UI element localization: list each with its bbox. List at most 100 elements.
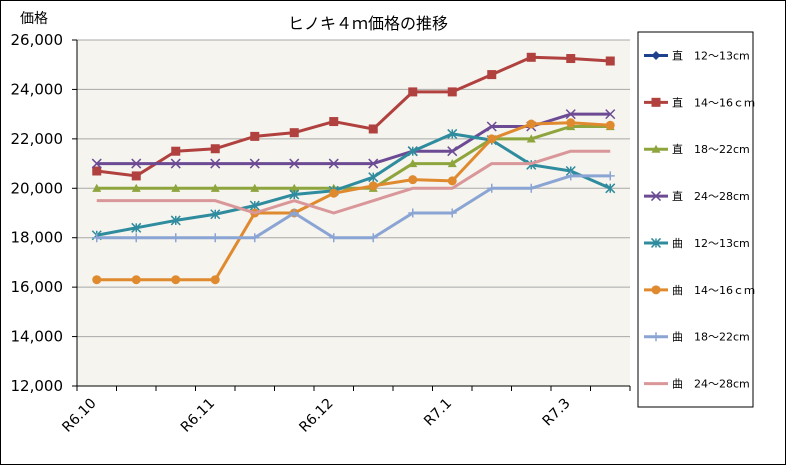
data-point xyxy=(289,128,299,138)
x-tick-label: R7.3 xyxy=(540,396,574,430)
series-line xyxy=(96,149,611,215)
legend-box xyxy=(637,31,754,408)
data-point xyxy=(91,158,102,169)
series-line xyxy=(96,55,611,178)
legend-label: 直 12～13cm xyxy=(672,48,750,62)
series-line xyxy=(96,121,611,282)
data-point xyxy=(171,275,181,285)
data-point xyxy=(605,120,615,130)
data-point xyxy=(566,171,576,181)
data-point xyxy=(368,233,378,243)
data-point xyxy=(487,183,497,193)
data-point xyxy=(210,233,220,243)
data-point xyxy=(368,124,378,134)
data-point xyxy=(250,183,260,192)
data-point xyxy=(171,233,181,243)
data-point xyxy=(289,189,300,200)
data-point xyxy=(92,183,102,192)
data-point xyxy=(131,222,142,233)
y-axis-unit-label: 価格 xyxy=(20,11,48,27)
y-tick-label: 12,000 xyxy=(11,377,64,395)
data-point xyxy=(289,183,299,192)
x-tick-label: R6.10 xyxy=(59,396,99,436)
data-point xyxy=(447,176,457,186)
data-point xyxy=(170,158,181,169)
data-point xyxy=(447,128,458,139)
data-point xyxy=(210,183,220,192)
data-point xyxy=(368,158,379,169)
data-point xyxy=(368,172,379,183)
data-point xyxy=(329,188,339,198)
x-tick-label: R6.12 xyxy=(296,396,336,436)
y-tick-label: 24,000 xyxy=(11,80,64,98)
y-tick-label: 26,000 xyxy=(11,31,64,49)
data-point xyxy=(329,117,339,127)
legend-swatch-marker xyxy=(651,332,661,342)
data-point xyxy=(605,109,616,120)
legend-label: 曲 18～22cm xyxy=(672,331,750,344)
data-point xyxy=(447,146,458,157)
data-point xyxy=(289,158,300,169)
data-point xyxy=(131,275,141,285)
data-point xyxy=(289,208,299,218)
series-line xyxy=(96,132,611,237)
data-point xyxy=(131,183,141,192)
data-point xyxy=(566,118,576,128)
x-tick-label: R6.11 xyxy=(178,396,218,436)
data-point xyxy=(92,275,102,285)
data-point xyxy=(249,158,260,169)
data-point xyxy=(368,181,378,191)
data-point xyxy=(487,70,497,80)
data-point xyxy=(565,109,576,120)
data-point xyxy=(92,166,102,176)
legend-label: 曲 12～13cm xyxy=(672,237,750,250)
data-point xyxy=(131,233,141,243)
data-point xyxy=(447,208,457,218)
data-point xyxy=(131,158,142,169)
y-tick-label: 20,000 xyxy=(11,179,64,197)
data-point xyxy=(407,146,418,157)
plot-area: 12,000 14,000 16,000 18,000 20,000 22,000 24,0… xyxy=(11,31,631,436)
data-point xyxy=(408,159,418,168)
data-point xyxy=(210,209,221,220)
legend-label: 直 24～28cm xyxy=(672,189,750,203)
legend-swatch-marker xyxy=(651,97,661,107)
data-point xyxy=(605,171,615,181)
data-point xyxy=(170,215,181,226)
legend-swatch-marker xyxy=(650,191,662,202)
legend-label: 直 14～16ｃｍ xyxy=(672,95,755,109)
y-tick-label: 22,000 xyxy=(11,130,64,148)
x-tick-label: R7.1 xyxy=(421,396,455,430)
legend-swatch-marker xyxy=(651,50,661,60)
legend-label: 曲 24～28cm xyxy=(672,378,750,391)
data-point xyxy=(250,233,260,243)
data-point xyxy=(92,233,102,243)
y-tick-label: 16,000 xyxy=(11,278,64,296)
data-point xyxy=(408,175,418,185)
legend-label: 直 18～22cm xyxy=(672,142,750,156)
data-point xyxy=(566,54,576,64)
data-point xyxy=(328,158,339,169)
data-point xyxy=(171,183,181,192)
data-point xyxy=(408,208,418,218)
legend-swatch-marker xyxy=(650,237,662,248)
data-point xyxy=(526,119,536,129)
data-point xyxy=(486,121,497,132)
data-point xyxy=(605,56,615,66)
data-point xyxy=(408,87,418,97)
data-point xyxy=(210,144,220,154)
data-point xyxy=(605,183,616,194)
data-point xyxy=(250,131,260,141)
data-point xyxy=(447,87,457,97)
legend: 直 12～13cm 直 14～16ｃｍ 直 18～22cm 直 24～28cm 曲 12… xyxy=(637,31,755,408)
y-tick-label: 18,000 xyxy=(11,229,64,247)
chart-title: ヒノキ４ｍ価格の推移 xyxy=(288,14,448,33)
data-point xyxy=(210,275,220,285)
data-point xyxy=(131,171,141,181)
data-point xyxy=(526,134,536,143)
legend-label: 曲 14～16ｃｍ xyxy=(672,284,755,297)
data-point xyxy=(329,233,339,243)
data-point xyxy=(447,159,457,168)
series-line xyxy=(96,174,611,240)
